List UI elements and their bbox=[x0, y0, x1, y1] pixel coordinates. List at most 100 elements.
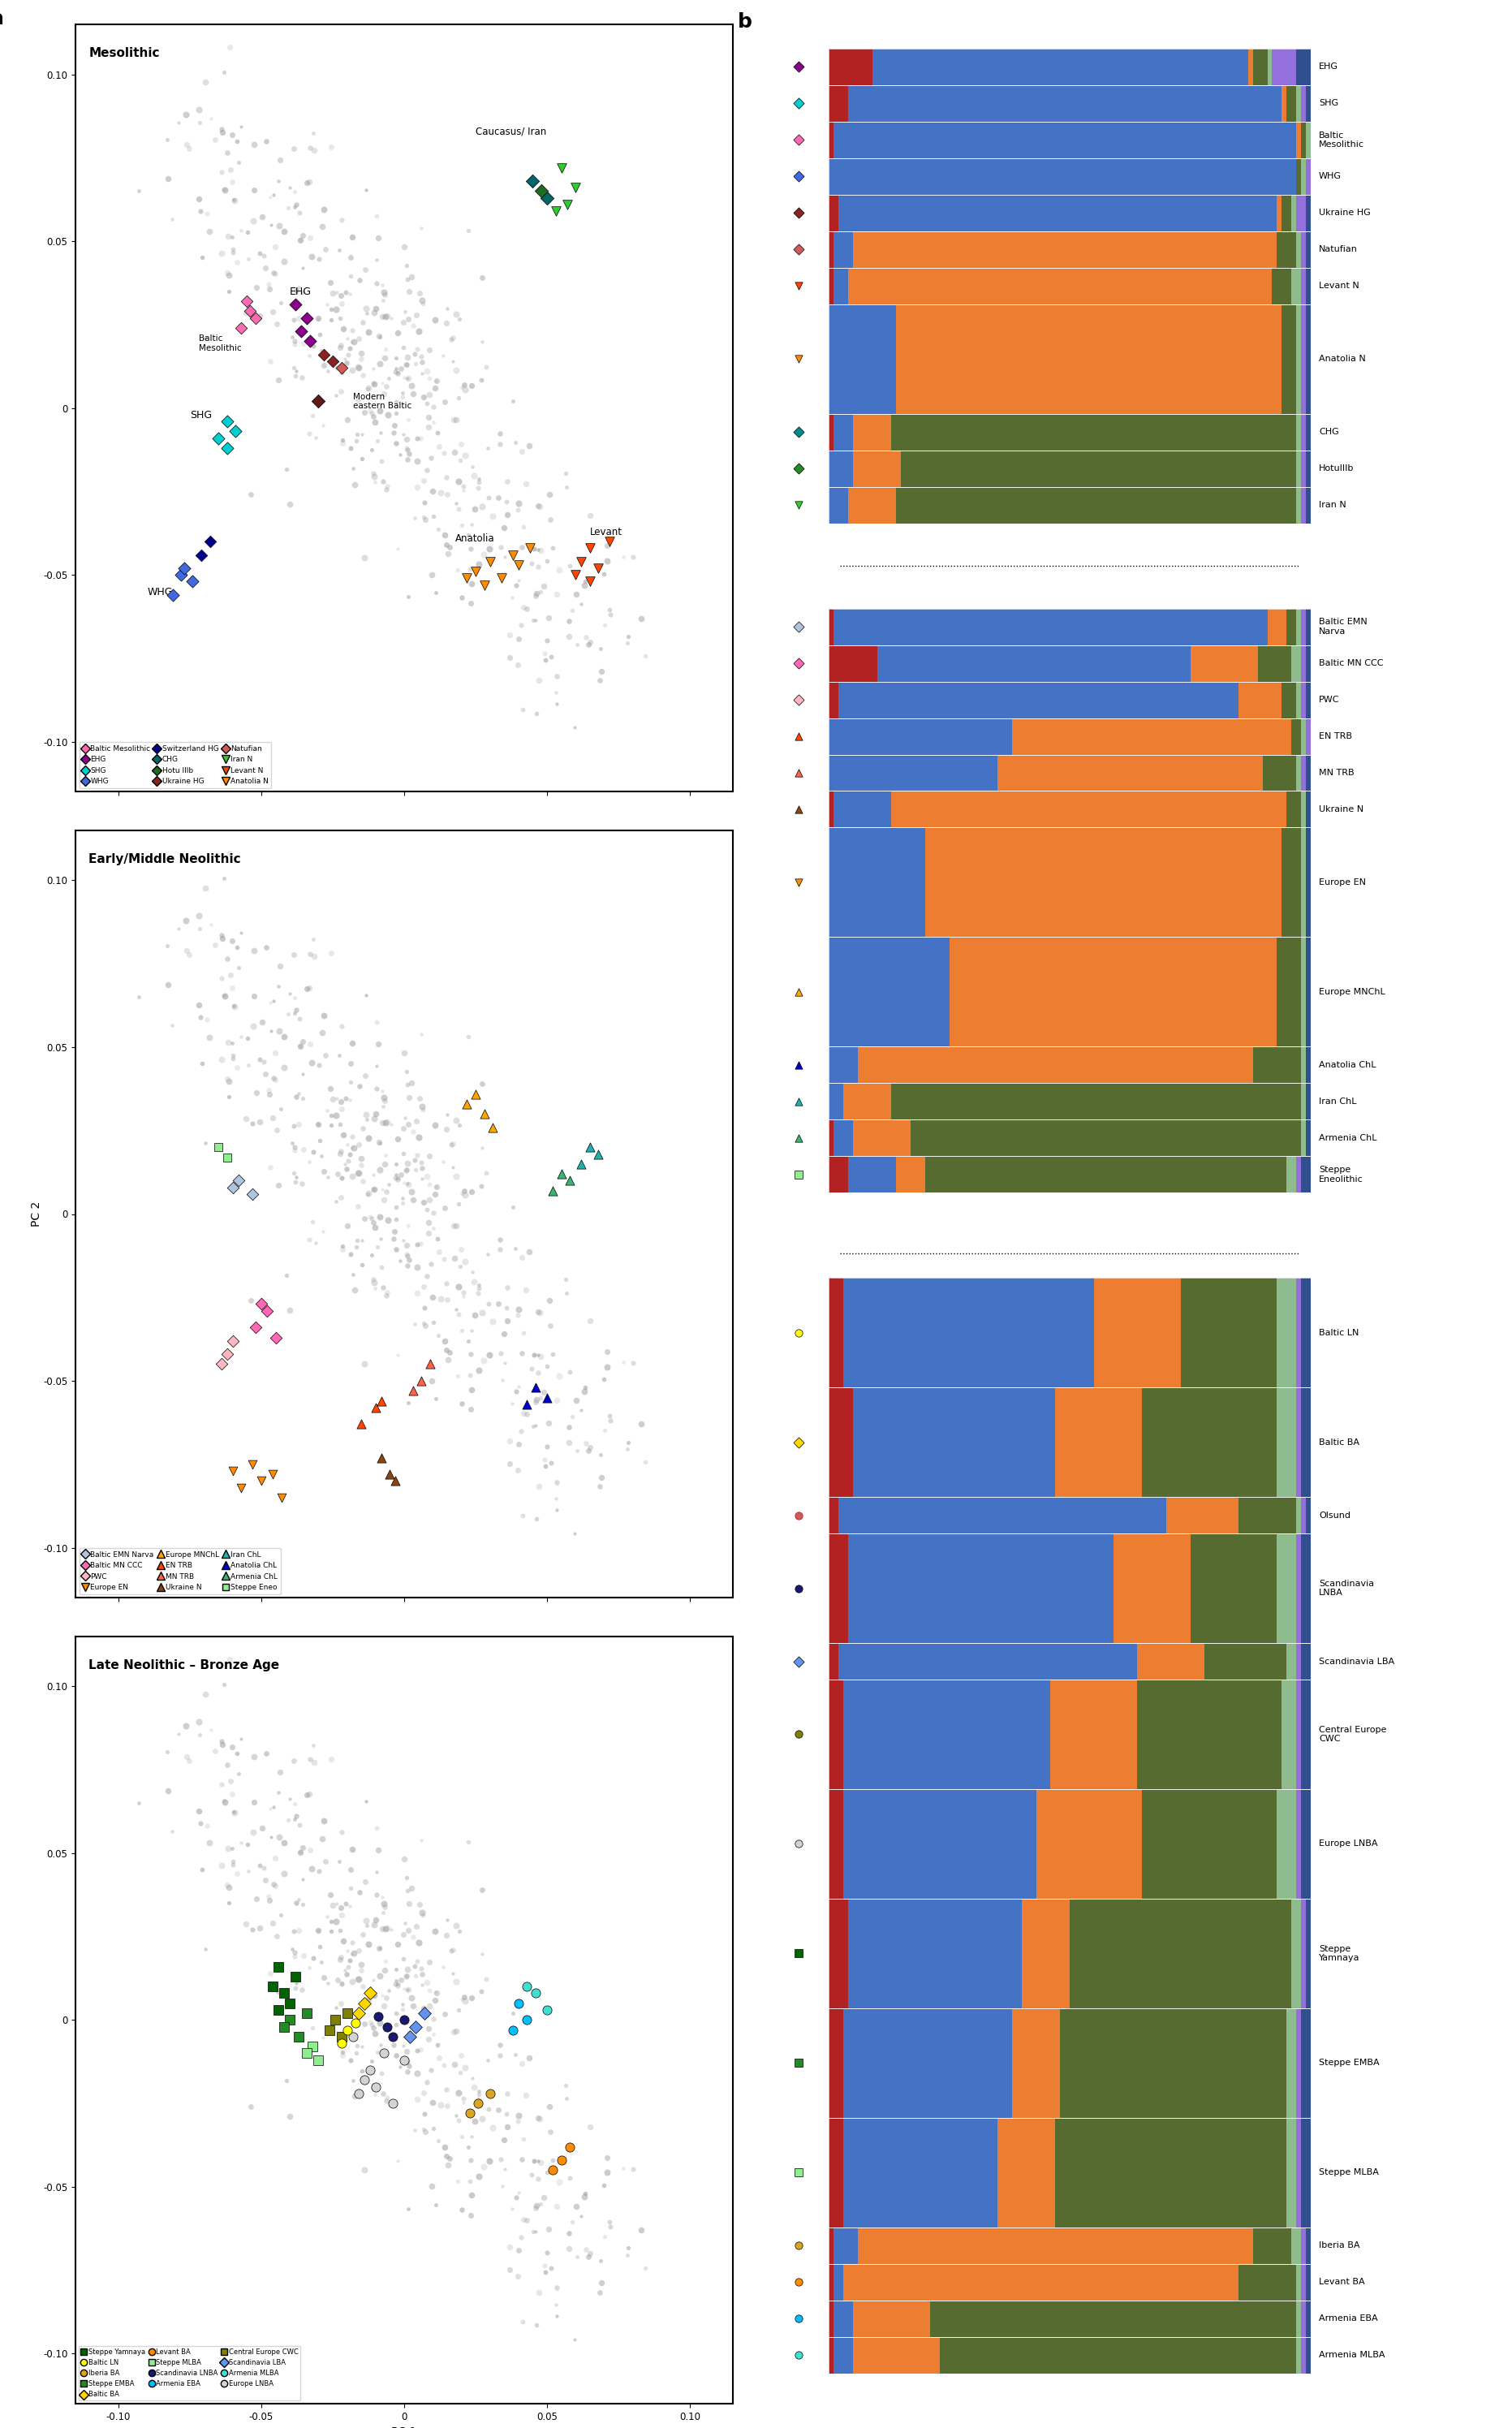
Point bbox=[354, 1862, 378, 1901]
Point bbox=[786, 1823, 810, 1862]
Bar bbox=[1300, 1680, 1311, 1789]
Bar bbox=[1296, 1277, 1300, 1386]
Point bbox=[381, 413, 405, 452]
Point bbox=[384, 393, 408, 432]
Point bbox=[384, 1156, 408, 1195]
Point bbox=[227, 1161, 251, 1199]
Point bbox=[452, 2083, 476, 2122]
Bar bbox=[1253, 49, 1267, 85]
Point bbox=[311, 335, 336, 374]
Point bbox=[410, 354, 434, 393]
Point bbox=[544, 2268, 569, 2307]
Point bbox=[351, 1916, 375, 1955]
Point bbox=[339, 257, 363, 296]
Point bbox=[283, 301, 307, 340]
Point bbox=[395, 245, 419, 284]
Point bbox=[287, 1833, 311, 1872]
Point bbox=[357, 1981, 381, 2020]
Point bbox=[505, 490, 529, 529]
Point bbox=[525, 1379, 549, 1418]
Point bbox=[416, 398, 440, 437]
Bar bbox=[1306, 1119, 1311, 1156]
Bar bbox=[1055, 1386, 1142, 1498]
Point bbox=[451, 2078, 475, 2117]
Point bbox=[634, 636, 658, 675]
Bar bbox=[1296, 486, 1300, 524]
Point bbox=[446, 488, 470, 527]
Point bbox=[266, 206, 290, 245]
Point bbox=[370, 1170, 395, 1209]
Point bbox=[503, 422, 528, 461]
Point bbox=[298, 1947, 322, 1986]
Point bbox=[166, 908, 191, 947]
Point bbox=[342, 449, 366, 488]
Point bbox=[431, 1947, 455, 1986]
Point bbox=[398, 2018, 422, 2057]
Point bbox=[259, 177, 283, 216]
Bar bbox=[848, 486, 897, 524]
Point bbox=[325, 1959, 349, 1998]
Point bbox=[478, 529, 502, 568]
Point bbox=[378, 1911, 402, 1950]
Point bbox=[511, 1394, 535, 1433]
Bar bbox=[844, 1277, 1093, 1386]
Bar bbox=[1278, 937, 1300, 1046]
Point bbox=[366, 1831, 390, 1870]
Point bbox=[564, 168, 588, 206]
Point bbox=[404, 1102, 428, 1141]
Point bbox=[432, 1993, 457, 2032]
Bar bbox=[1253, 2226, 1291, 2263]
Point bbox=[578, 495, 602, 534]
Point bbox=[160, 1005, 184, 1044]
Point bbox=[396, 299, 420, 337]
Bar bbox=[1070, 1899, 1291, 2008]
Bar bbox=[1300, 1534, 1311, 1644]
Point bbox=[470, 2100, 494, 2139]
Point bbox=[442, 1930, 466, 1969]
Point bbox=[321, 1080, 345, 1119]
Point bbox=[234, 1906, 259, 1945]
Point bbox=[189, 537, 213, 575]
Point bbox=[426, 1316, 451, 1355]
Point bbox=[514, 1396, 538, 1435]
Point bbox=[316, 1158, 340, 1197]
Point bbox=[215, 1139, 239, 1178]
Point bbox=[372, 374, 396, 413]
Point bbox=[221, 1039, 245, 1078]
Point bbox=[437, 2139, 461, 2178]
Point bbox=[386, 354, 410, 393]
Point bbox=[383, 1964, 407, 2003]
Bar bbox=[829, 646, 877, 682]
Point bbox=[426, 2122, 451, 2161]
Point bbox=[360, 393, 384, 432]
Point bbox=[177, 935, 201, 974]
Point bbox=[354, 289, 378, 328]
Point bbox=[354, 1056, 378, 1095]
Point bbox=[346, 1153, 370, 1192]
Point bbox=[298, 219, 322, 257]
Text: Ukraine N: Ukraine N bbox=[1318, 806, 1364, 813]
Y-axis label: PC 2: PC 2 bbox=[30, 1202, 42, 1226]
Point bbox=[535, 541, 559, 580]
Point bbox=[334, 1148, 358, 1187]
Point bbox=[523, 1367, 547, 1406]
Point bbox=[578, 563, 602, 602]
Point bbox=[420, 1277, 445, 1316]
Point bbox=[289, 1831, 313, 1870]
Point bbox=[354, 250, 378, 289]
Point bbox=[284, 991, 308, 1029]
Point bbox=[218, 957, 242, 995]
Point bbox=[555, 469, 579, 507]
Bar bbox=[1296, 121, 1300, 158]
Point bbox=[511, 507, 535, 546]
Point bbox=[392, 1034, 416, 1073]
Point bbox=[260, 1967, 284, 2006]
Point bbox=[404, 1957, 428, 1996]
Point bbox=[505, 1297, 529, 1335]
Point bbox=[194, 1124, 218, 1163]
Point bbox=[340, 1117, 364, 1156]
Point bbox=[460, 1253, 484, 1292]
Point bbox=[314, 1090, 339, 1129]
Point bbox=[425, 362, 449, 401]
Bar bbox=[1300, 1277, 1311, 1386]
